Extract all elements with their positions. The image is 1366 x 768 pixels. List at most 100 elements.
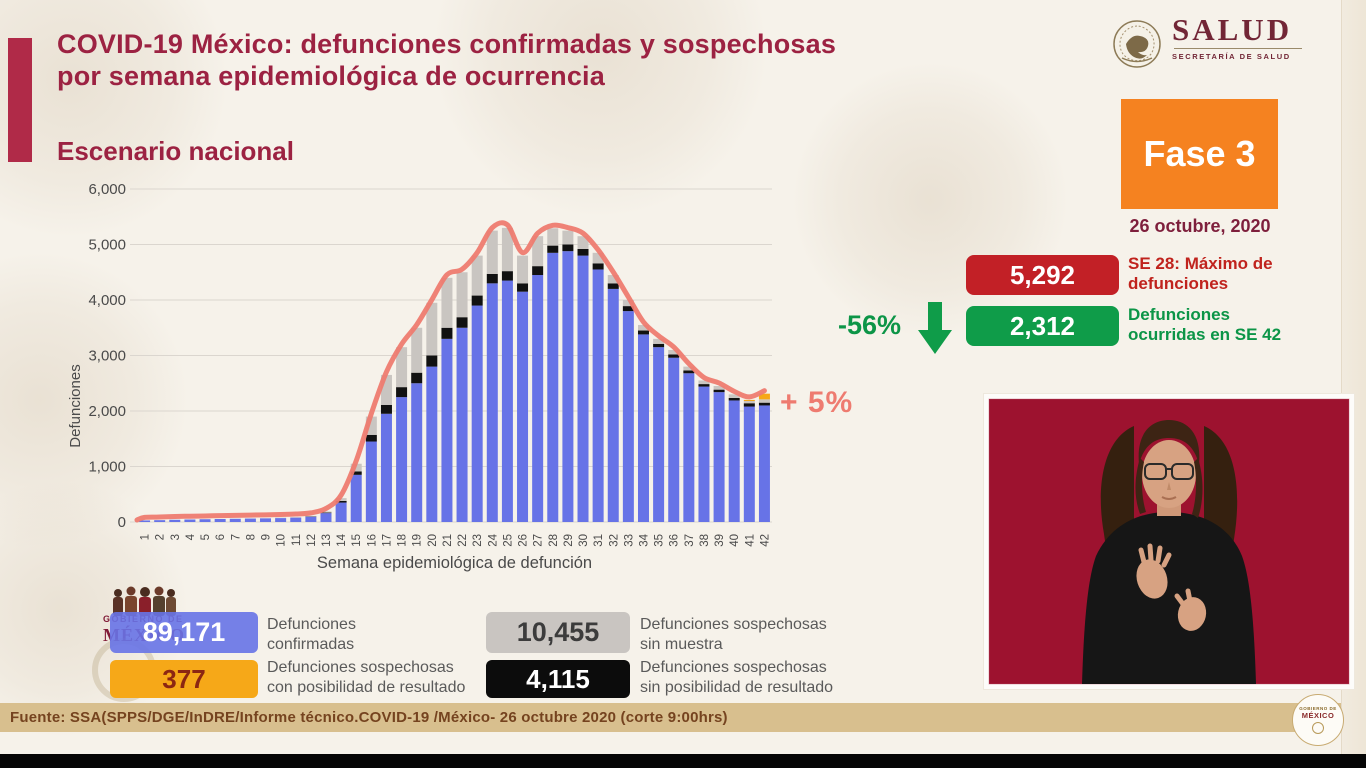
salud-subtitle: SECRETARÍA DE SALUD — [1172, 52, 1291, 61]
svg-text:0: 0 — [118, 514, 126, 531]
svg-text:Defunciones: Defunciones — [67, 364, 84, 447]
svg-text:24: 24 — [487, 533, 499, 546]
max-deaths-label-line2: defunciones — [1128, 273, 1229, 293]
svg-text:16: 16 — [366, 534, 378, 547]
page-title-line2: por semana epidemiológica de ocurrencia — [57, 61, 605, 92]
bottom-letterbox-bar — [0, 754, 1366, 768]
svg-text:20: 20 — [427, 534, 439, 547]
svg-text:42: 42 — [759, 534, 771, 547]
svg-text:13: 13 — [321, 534, 333, 547]
svg-text:32: 32 — [608, 534, 620, 547]
max-deaths-label-line1: SE 28: Máximo de — [1128, 254, 1273, 273]
svg-text:10: 10 — [276, 534, 288, 547]
svg-text:35: 35 — [654, 534, 666, 547]
legend-possible-result-label-line2: con posibilidad de resultado — [267, 679, 466, 696]
svg-text:5,000: 5,000 — [88, 237, 126, 254]
svg-text:37: 37 — [684, 534, 696, 547]
svg-text:22: 22 — [457, 534, 469, 547]
legend-no-sample-value: 10,455 — [486, 612, 630, 653]
phase-badge: Fase 3 — [1121, 99, 1278, 209]
chart: 0 1,000 2,000 3,000 4,000 5,000 6,000 Defuncion… — [67, 181, 772, 572]
sign-language-interpreter-panel — [984, 394, 1354, 689]
svg-text:15: 15 — [351, 534, 363, 547]
svg-text:2: 2 — [155, 534, 167, 540]
svg-text:6: 6 — [215, 534, 227, 540]
svg-text:3: 3 — [170, 534, 182, 540]
svg-text:29: 29 — [563, 534, 575, 547]
svg-text:18: 18 — [397, 534, 409, 547]
svg-text:1,000: 1,000 — [88, 459, 126, 476]
seal-line2: MÉXICO — [1301, 711, 1335, 720]
legend-no-sample-label-line2: sin muestra — [640, 636, 723, 653]
max-deaths-badge: 5,292 — [966, 255, 1119, 295]
svg-text:38: 38 — [699, 534, 711, 547]
svg-text:4: 4 — [185, 533, 197, 540]
legend-confirmed-label-line2: confirmadas — [267, 636, 355, 653]
deaths-by-week-chart: 0 1,000 2,000 3,000 4,000 5,000 6,000 Defuncion… — [60, 176, 795, 578]
title-accent-bar — [8, 38, 32, 162]
svg-text:6,000: 6,000 — [88, 181, 126, 198]
svg-text:25: 25 — [502, 534, 514, 547]
legend-no-sample-label: Defunciones sospechosas sin muestra — [640, 615, 827, 655]
page-title: COVID-19 México: defunciones confirmadas… — [57, 28, 1037, 93]
svg-text:23: 23 — [472, 534, 484, 547]
salud-logo-text: SALUD SECRETARÍA DE SALUD — [1172, 14, 1302, 61]
svg-text:9: 9 — [261, 534, 273, 540]
svg-text:14: 14 — [336, 533, 348, 546]
svg-text:28: 28 — [548, 534, 560, 547]
svg-text:5: 5 — [200, 534, 212, 540]
legend-possible-result-label: Defunciones sospechosas con posibilidad … — [267, 658, 465, 698]
svg-text:12: 12 — [306, 534, 318, 547]
salud-wordmark: SALUD — [1172, 12, 1293, 47]
page-subtitle: Escenario nacional — [57, 136, 294, 166]
svg-text:2,000: 2,000 — [88, 403, 126, 420]
legend-no-result-value: 4,115 — [486, 660, 630, 698]
current-deaths-label-line1: Defunciones — [1128, 305, 1231, 324]
phase-badge-label: Fase 3 — [1143, 133, 1256, 174]
svg-text:21: 21 — [442, 534, 454, 547]
gobierno-footer-seal: GOBIERNO DE MÉXICO — [1292, 694, 1344, 746]
svg-text:4,000: 4,000 — [88, 292, 126, 309]
svg-text:30: 30 — [578, 534, 590, 547]
footer-source-bar: Fuente: SSA(SPPS/DGE/InDRE/Informe técni… — [0, 703, 1341, 732]
svg-text:34: 34 — [638, 533, 650, 546]
svg-text:36: 36 — [669, 534, 681, 547]
legend-confirmed-value: 89,171 — [110, 612, 258, 653]
svg-text:40: 40 — [729, 534, 741, 547]
legend-no-sample-label-line1: Defunciones sospechosas — [640, 616, 827, 633]
legend-no-result-label-line2: sin posibilidad de resultado — [640, 679, 834, 696]
legend-confirmed-label-line1: Defunciones — [267, 616, 356, 633]
max-deaths-label: SE 28: Máximo de defunciones — [1128, 254, 1273, 293]
svg-text:7: 7 — [230, 534, 242, 540]
svg-text:8: 8 — [245, 534, 257, 540]
svg-text:31: 31 — [593, 534, 605, 547]
svg-text:26: 26 — [518, 534, 530, 547]
legend-possible-result-label-line1: Defunciones sospechosas — [267, 659, 454, 676]
legend-confirmed-label: Defunciones confirmadas — [267, 615, 356, 655]
report-date: 26 octubre, 2020 — [1129, 216, 1271, 236]
svg-text:41: 41 — [744, 534, 756, 547]
page-title-line1: COVID-19 México: defunciones confirmadas… — [57, 29, 837, 59]
svg-text:17: 17 — [381, 534, 393, 547]
salud-eagle-emblem-icon — [1108, 14, 1166, 78]
legend-no-result-label: Defunciones sospechosas sin posibilidad … — [640, 658, 833, 698]
chart-annotation: + 5% — [780, 386, 854, 419]
svg-text:11: 11 — [291, 534, 303, 546]
down-arrow-icon — [916, 300, 954, 356]
sign-language-interpreter-image — [988, 398, 1350, 685]
current-deaths-label: Defunciones ocurridas en SE 42 — [1128, 305, 1281, 344]
delta-percentage: -56% — [838, 310, 902, 340]
svg-text:3,000: 3,000 — [88, 348, 126, 365]
salud-logo: SALUD SECRETARÍA DE SALUD — [1108, 14, 1302, 92]
svg-text:39: 39 — [714, 534, 726, 547]
svg-text:27: 27 — [533, 534, 545, 547]
salud-divider — [1174, 48, 1302, 49]
svg-text:33: 33 — [623, 534, 635, 547]
legend-no-result-label-line1: Defunciones sospechosas — [640, 659, 827, 676]
seal-emblem-icon — [1312, 722, 1324, 734]
svg-text:19: 19 — [412, 534, 424, 547]
current-deaths-label-line2: ocurridas en SE 42 — [1128, 324, 1282, 344]
footer-source-text: Fuente: SSA(SPPS/DGE/InDRE/Informe técni… — [10, 709, 728, 726]
background-watermark — [790, 60, 1070, 340]
